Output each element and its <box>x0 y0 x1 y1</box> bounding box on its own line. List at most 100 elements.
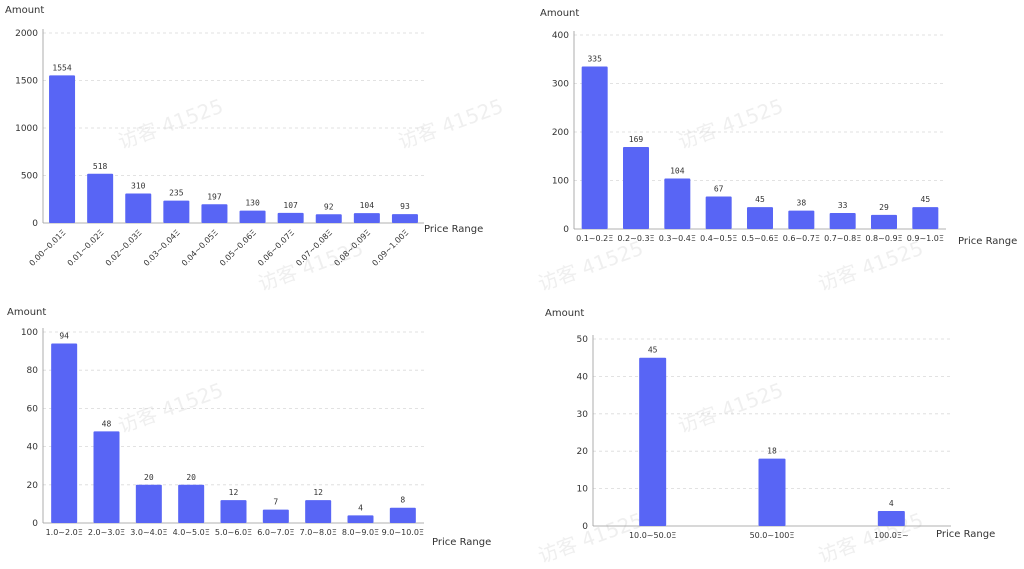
bar-value-label: 104 <box>360 201 375 210</box>
x-tick-label: 0.7~0.8Ξ <box>824 234 861 243</box>
bar <box>829 212 856 229</box>
bar-value-label: 12 <box>313 488 323 497</box>
x-tick-label: 0.5~0.6Ξ <box>741 234 778 243</box>
bar <box>201 204 228 223</box>
y-tick-label: 50 <box>577 335 589 345</box>
x-tick-label: 100.0Ξ~ <box>874 531 909 540</box>
y-tick-label: 80 <box>27 366 39 376</box>
y-tick-label: 0 <box>32 219 38 229</box>
x-tick-label: 0.05~0.06Ξ <box>218 228 258 268</box>
x-tick-label: 10.0~50.0Ξ <box>629 531 676 540</box>
x-tick-label: 3.0~4.0Ξ <box>130 528 167 537</box>
bar-value-label: 45 <box>648 346 658 355</box>
bar <box>705 196 732 229</box>
bar-value-label: 12 <box>229 488 239 497</box>
bar <box>262 509 289 523</box>
bar <box>758 458 786 526</box>
bar-value-label: 130 <box>245 199 260 208</box>
bar <box>747 207 773 229</box>
y-tick-label: 300 <box>552 80 569 90</box>
bar-value-label: 310 <box>131 182 146 191</box>
x-tick-label: 5.0~6.0Ξ <box>215 528 252 537</box>
x-tick-label: 0.9~1.0Ξ <box>907 234 944 243</box>
x-tick-label: 0.00~0.01Ξ <box>28 228 68 268</box>
bar <box>581 66 608 230</box>
y-axis-label: Amount <box>5 5 44 16</box>
x-tick-label: 0.8~0.9Ξ <box>865 234 902 243</box>
x-tick-label: 50.0~100Ξ <box>750 531 795 540</box>
bar-value-label: 107 <box>283 201 298 210</box>
bar-value-label: 94 <box>59 331 69 340</box>
bar-value-label: 20 <box>144 473 154 482</box>
x-tick-label: 7.0~8.0Ξ <box>300 528 337 537</box>
bar <box>93 431 120 523</box>
x-tick-label: 0.08~0.09Ξ <box>332 228 372 268</box>
bar <box>391 214 418 223</box>
y-tick-label: 20 <box>577 447 589 457</box>
bar-value-label: 38 <box>797 199 807 208</box>
bar-value-label: 67 <box>714 185 724 194</box>
y-tick-label: 20 <box>27 481 39 491</box>
x-tick-label: 1.0~2.0Ξ <box>46 528 83 537</box>
bar <box>239 210 266 223</box>
y-axis-label: Amount <box>540 8 579 19</box>
bar-value-label: 93 <box>400 202 410 211</box>
bar <box>51 343 78 523</box>
x-tick-label: 4.0~5.0Ξ <box>173 528 210 537</box>
bar-value-label: 197 <box>207 192 222 201</box>
y-tick-label: 200 <box>552 128 569 138</box>
bar <box>877 511 905 526</box>
bar <box>49 75 76 224</box>
bar <box>220 500 247 523</box>
y-tick-label: 10 <box>577 485 589 495</box>
y-tick-label: 500 <box>21 172 38 182</box>
x-axis-label: Price Range <box>936 529 995 540</box>
y-tick-label: 100 <box>21 328 38 338</box>
bar <box>389 507 416 523</box>
y-tick-label: 30 <box>577 410 589 420</box>
bar-value-label: 104 <box>670 167 685 176</box>
bar-value-label: 4 <box>358 503 363 512</box>
x-axis-label: Price Range <box>424 224 483 235</box>
x-tick-label: 0.07~0.08Ξ <box>294 228 334 268</box>
bar <box>178 484 205 523</box>
chart-price-1-10: 0 20 40 60 80 100 Amount Price Range 94 1.0~2.0Ξ 4… <box>7 307 491 548</box>
bar-value-label: 235 <box>169 189 184 198</box>
y-tick-label: 100 <box>552 177 569 187</box>
bar <box>912 207 939 229</box>
x-tick-label: 9.0~10.0Ξ <box>382 528 424 537</box>
bar-value-label: 518 <box>93 162 108 171</box>
x-tick-label: 0.02~0.03Ξ <box>104 228 144 268</box>
bar-value-label: 45 <box>921 195 931 204</box>
x-tick-label: 0.6~0.7Ξ <box>783 234 820 243</box>
bar <box>125 193 152 223</box>
bar <box>135 484 162 523</box>
y-tick-label: 60 <box>27 404 39 414</box>
bar <box>347 515 374 523</box>
bar <box>871 214 897 229</box>
bar <box>277 212 304 223</box>
bar-value-label: 169 <box>629 135 644 144</box>
x-tick-label: 0.04~0.05Ξ <box>180 228 220 268</box>
y-axis-label: Amount <box>545 308 584 319</box>
bar <box>305 500 332 523</box>
chart-price-0-1: 0 500 1000 1500 2000 Amount Price Range 1554 0.0… <box>5 5 483 268</box>
y-axis-label: Amount <box>7 307 46 318</box>
y-tick-label: 400 <box>552 31 569 41</box>
bar <box>788 210 815 229</box>
x-tick-label: 2.0~3.0Ξ <box>88 528 125 537</box>
chart-price-0_1-1: 0 100 200 300 400 Amount Price Range 335 0.1~0.2… <box>540 8 1017 247</box>
y-tick-label: 40 <box>577 372 589 382</box>
y-tick-label: 40 <box>27 443 39 453</box>
bar-value-label: 92 <box>324 202 334 211</box>
bar-value-label: 48 <box>102 419 112 428</box>
x-tick-label: 8.0~9.0Ξ <box>342 528 379 537</box>
bar <box>353 213 380 223</box>
bar <box>639 357 667 526</box>
bar-value-label: 1554 <box>52 63 71 72</box>
bar-value-label: 20 <box>186 473 196 482</box>
bar-value-label: 18 <box>767 447 777 456</box>
y-tick-label: 0 <box>563 225 569 235</box>
bar-value-label: 4 <box>889 499 894 508</box>
bar-value-label: 7 <box>273 498 278 507</box>
